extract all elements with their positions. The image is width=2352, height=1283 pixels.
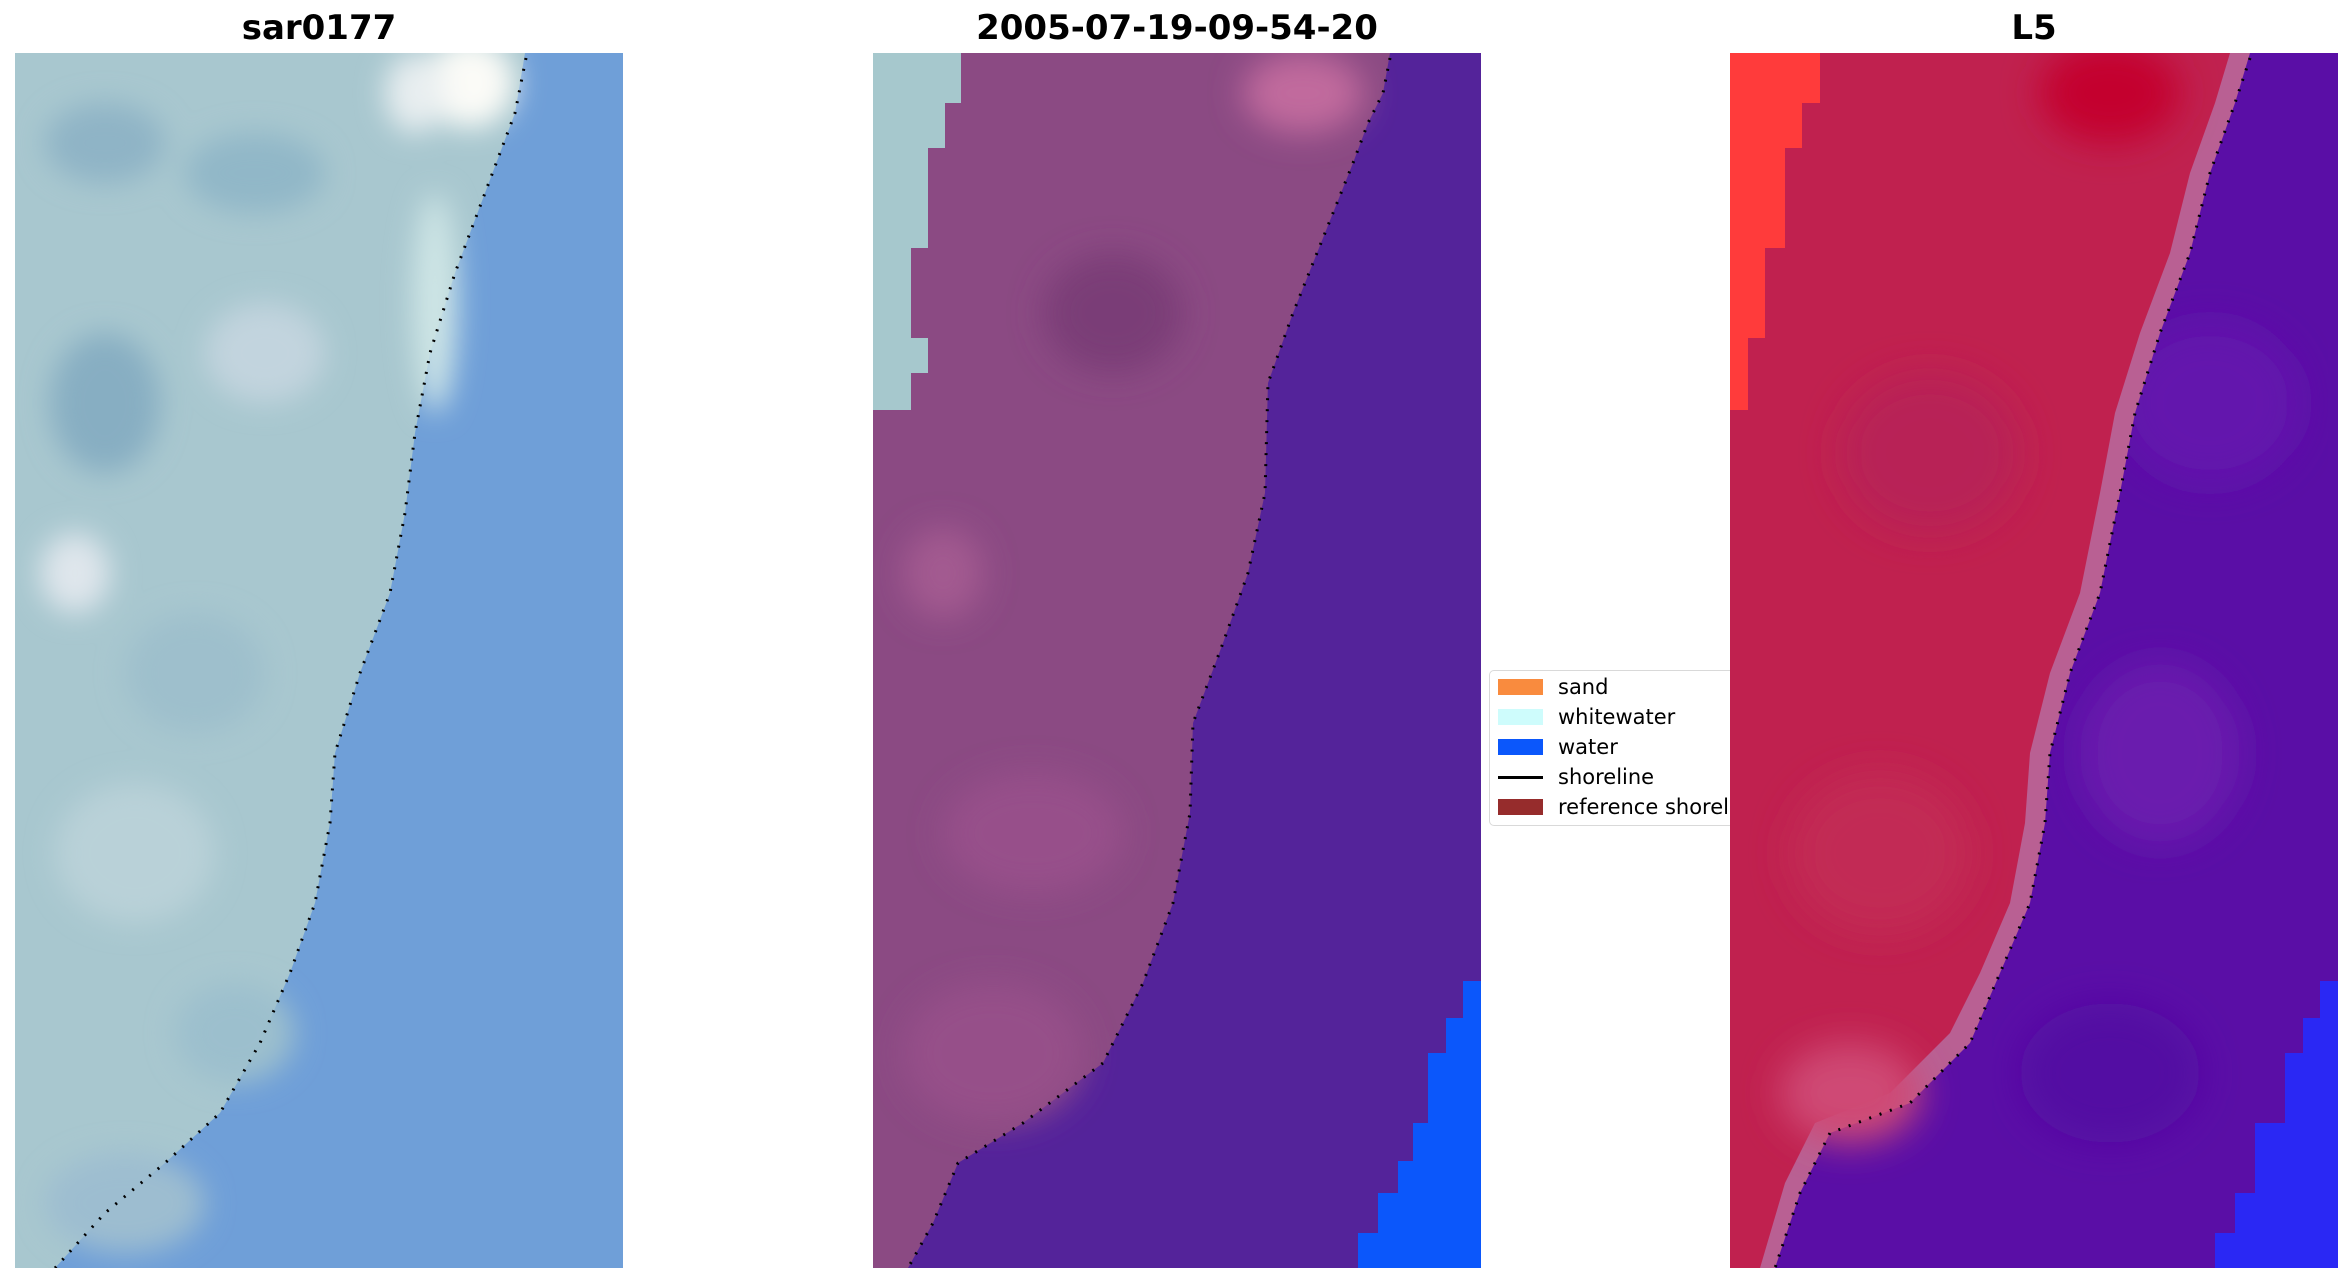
legend-label-whitewater: whitewater xyxy=(1558,705,1676,729)
legend-item-sand: sand xyxy=(1490,673,1738,701)
index-water-texture xyxy=(2020,323,2300,1143)
index-land-area xyxy=(1730,53,2230,1268)
legend-label-shoreline: shoreline xyxy=(1558,765,1655,789)
reference-shoreline-swatch xyxy=(1498,799,1543,815)
sand-swatch xyxy=(1498,679,1543,695)
class-land-area xyxy=(873,53,1390,1268)
legend: sand whitewater water shoreline referenc… xyxy=(1489,670,1739,826)
rgb-texture xyxy=(40,53,515,1253)
rgb-image-panel xyxy=(15,53,623,1268)
index-land-bright xyxy=(1730,53,1820,410)
panel-title-classification: 2005-07-19-09-54-20 xyxy=(976,8,1378,48)
legend-item-shoreline: shoreline xyxy=(1490,763,1738,791)
panel-title-index: L5 xyxy=(2011,8,2057,48)
class-land-texture xyxy=(903,53,1363,1123)
class-whitewater-area xyxy=(873,53,961,410)
legend-item-whitewater: whitewater xyxy=(1490,703,1738,731)
legend-label-water: water xyxy=(1558,735,1618,759)
classification-panel xyxy=(873,53,1481,1268)
legend-label-reference-shoreline: reference shoreline xyxy=(1558,795,1738,819)
shoreline-line-swatch xyxy=(1498,776,1543,779)
panel-title-rgb: sar0177 xyxy=(241,8,397,48)
index-shoreline xyxy=(1773,57,2252,1268)
index-image-panel xyxy=(1730,53,2338,1268)
legend-item-reference-shoreline: reference shoreline xyxy=(1490,793,1738,821)
class-water-highlight xyxy=(1358,981,1481,1268)
water-swatch xyxy=(1498,739,1543,755)
legend-item-water: water xyxy=(1490,733,1738,761)
whitewater-swatch xyxy=(1498,709,1543,725)
index-land-texture xyxy=(1780,53,2180,1143)
classification-image xyxy=(873,53,1481,1268)
rgb-image xyxy=(15,53,623,1268)
index-image xyxy=(1730,53,2338,1268)
legend-label-sand: sand xyxy=(1558,675,1609,699)
index-water-highlight xyxy=(2215,981,2338,1268)
